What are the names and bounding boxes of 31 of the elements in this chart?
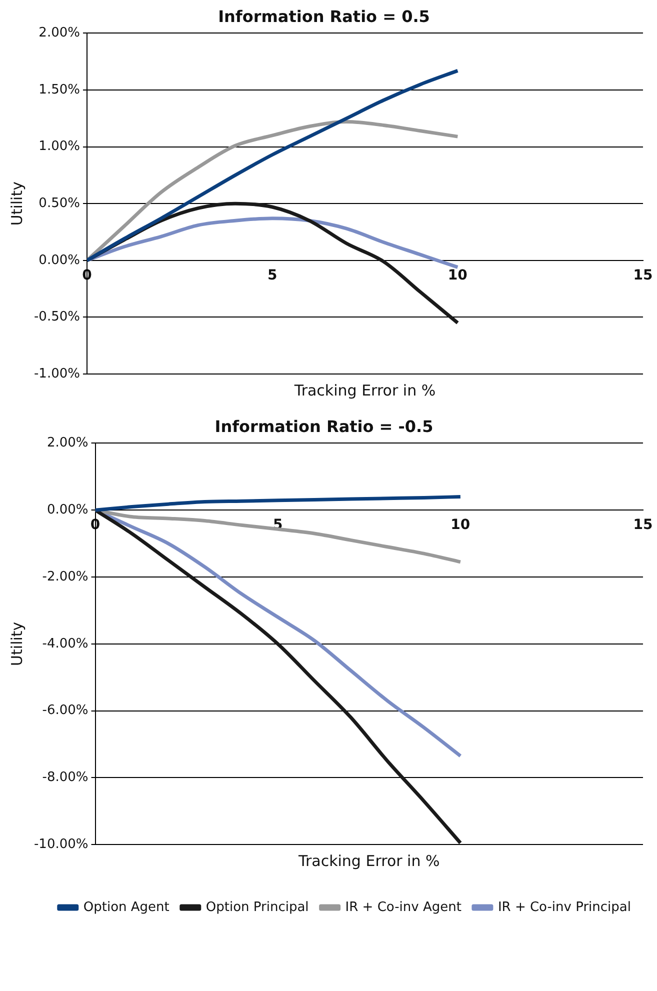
x-axis-title: Tracking Error in % bbox=[298, 852, 440, 870]
y-tick-label: -1.00% bbox=[34, 366, 80, 382]
y-tick-label: -4.00% bbox=[42, 636, 88, 652]
y-axis-title: Utility bbox=[8, 622, 26, 666]
line-series bbox=[95, 494, 462, 512]
legend-label: Option Agent bbox=[83, 900, 170, 915]
y-axis-title: Utility bbox=[8, 181, 26, 226]
chart-title: Information Ratio = -0.5 bbox=[214, 416, 434, 436]
y-tick-label: -0.50% bbox=[34, 310, 80, 325]
chart-title: Information Ratio = 0.5 bbox=[218, 6, 430, 26]
y-tick-label: -6.00% bbox=[42, 703, 88, 718]
legend-label: IR + Co-inv Agent bbox=[345, 900, 462, 915]
y-tick-label: -2.00% bbox=[42, 569, 88, 584]
y-tick-label: 0.50% bbox=[38, 196, 80, 211]
y-tick-label: 1.00% bbox=[38, 139, 80, 154]
x-tick-label: 15 bbox=[633, 517, 653, 534]
y-tick-label: 0.00% bbox=[38, 252, 80, 268]
y-tick-label: 1.50% bbox=[38, 82, 80, 98]
legend-label: Option Principal bbox=[206, 900, 309, 915]
x-tick-label: 10 bbox=[450, 517, 470, 534]
x-tick-label: 5 bbox=[267, 267, 278, 284]
legend-label: IR + Co-inv Principal bbox=[498, 900, 632, 915]
line-series bbox=[86, 68, 460, 262]
y-tick-label: 2.00% bbox=[46, 436, 88, 451]
y-tick-label: 0.00% bbox=[46, 502, 88, 518]
x-axis-title: Tracking Error in % bbox=[293, 381, 436, 400]
y-tick-label: -10.00% bbox=[34, 836, 88, 852]
y-tick-label: -8.00% bbox=[42, 770, 88, 786]
x-tick-label: 10 bbox=[448, 267, 468, 284]
x-tick-label: 15 bbox=[633, 267, 653, 284]
y-tick-label: 2.00% bbox=[38, 26, 80, 41]
